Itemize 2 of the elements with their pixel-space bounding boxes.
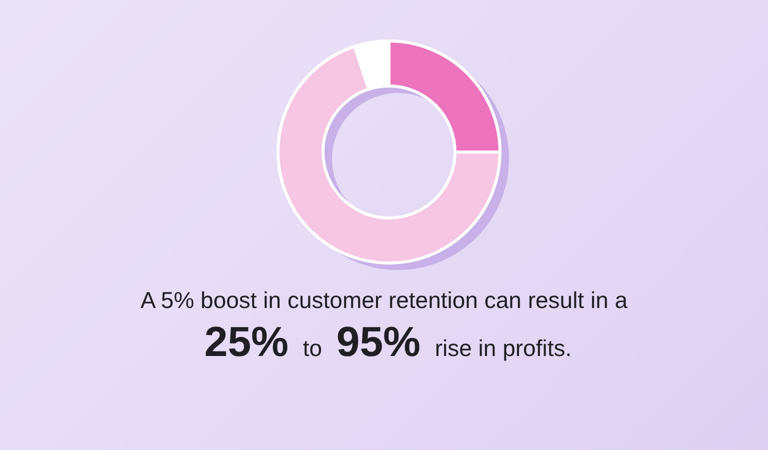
text: 25% to 95% rise in profits. <box>203 318 573 366</box>
text: A 5% boost in customer retention can result in a <box>140 287 628 313</box>
